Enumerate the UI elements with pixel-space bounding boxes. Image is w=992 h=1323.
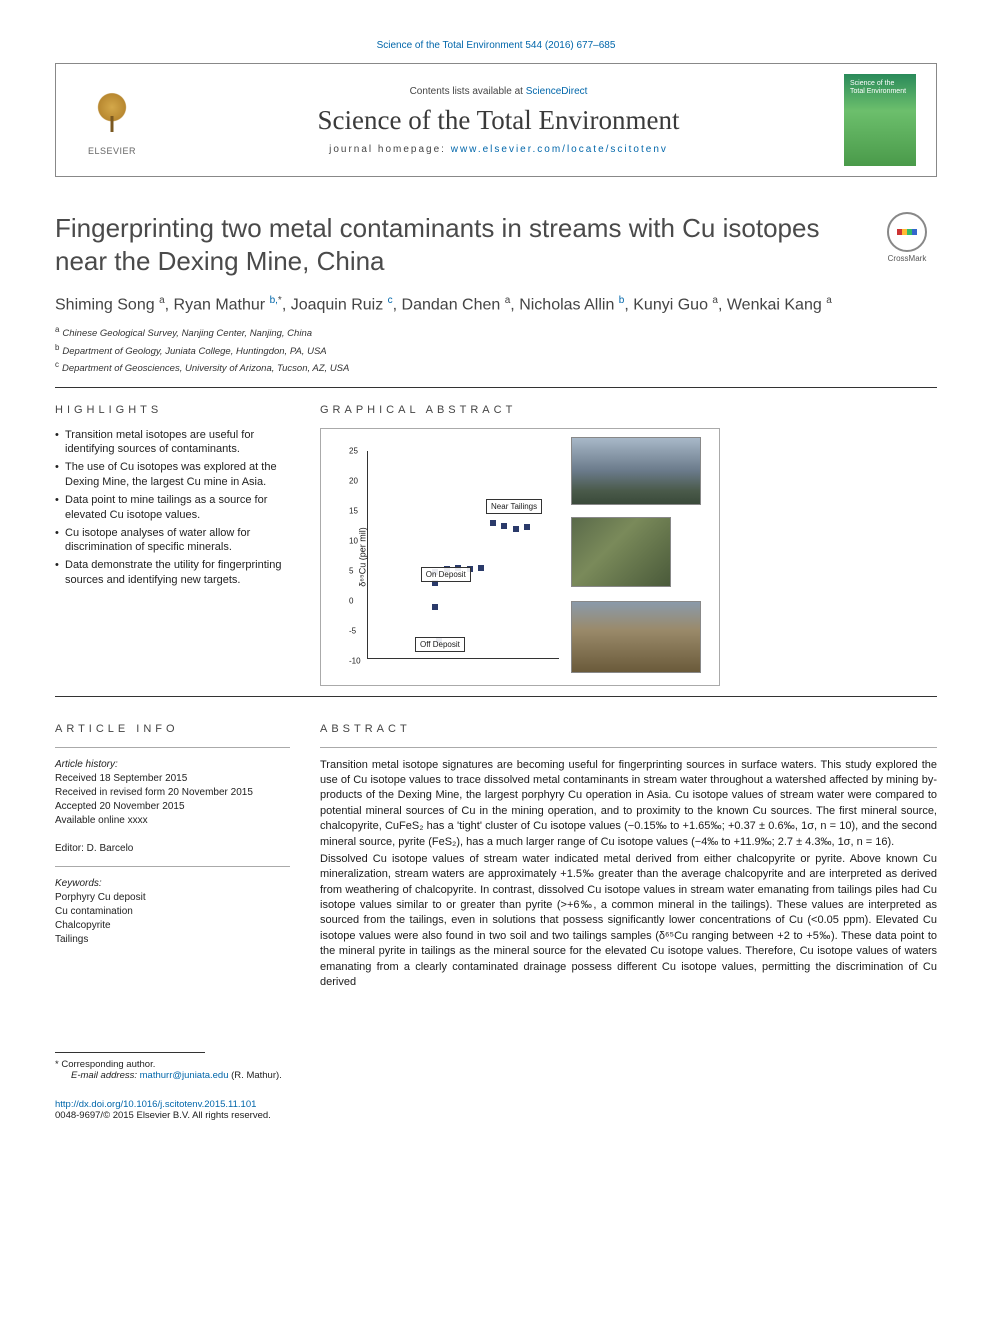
journal-homepage-link[interactable]: www.elsevier.com/locate/scitotenv [451,144,668,155]
online-date: Available online xxxx [55,814,290,828]
received-date: Received 18 September 2015 [55,772,290,786]
crossmark-label: CrossMark [877,254,937,263]
top-citation[interactable]: Science of the Total Environment 544 (20… [55,40,937,51]
contents-prefix: Contents lists available at [410,86,526,97]
graphical-abstract-heading: GRAPHICAL ABSTRACT [320,404,937,416]
article-title: Fingerprinting two metal contaminants in… [55,212,857,277]
doi-block: http://dx.doi.org/10.1016/j.scitotenv.20… [55,1099,937,1121]
publisher-name: ELSEVIER [88,146,136,156]
highlight-item: Data point to mine tailings as a source … [55,493,290,523]
history-label: Article history: [55,758,290,772]
revised-date: Received in revised form 20 November 201… [55,786,290,800]
highlight-item: The use of Cu isotopes was explored at t… [55,460,290,490]
abstract-heading: ABSTRACT [320,723,937,735]
editor-line: Editor: D. Barcelo [55,842,290,856]
journal-name: Science of the Total Environment [168,105,829,136]
email-suffix: (R. Mathur). [229,1070,282,1081]
crossmark-badge[interactable]: CrossMark [877,212,937,263]
journal-cover-thumbnail: Science of the Total Environment [844,74,916,166]
divider [55,696,937,697]
ga-ytick: 0 [349,596,353,605]
masthead: ELSEVIER Contents lists available at Sci… [55,63,937,177]
article-info-heading: ARTICLE INFO [55,723,290,735]
ga-y-label: δ⁶⁵Cu (per mil) [358,527,368,586]
ga-data-point [513,526,519,532]
cover-text: Science of the Total Environment [850,80,910,95]
info-divider [320,747,937,748]
ga-region-label: Near Tailings [486,499,542,514]
ga-data-point [501,523,507,529]
ga-data-point [478,565,484,571]
affiliation-line: cDepartment of Geosciences, University o… [55,359,937,376]
authors-line: Shiming Song a, Ryan Mathur b,*, Joaquin… [55,295,937,314]
ga-data-point [524,524,530,530]
publisher-logo: ELSEVIER [76,84,148,156]
ga-data-point [432,604,438,610]
ga-region-label: Off Deposit [415,637,465,652]
ga-region-label: On Deposit [421,567,471,582]
keyword-item: Cu contamination [55,905,290,919]
corresponding-email-link[interactable]: mathurr@juniata.edu [140,1070,229,1081]
keyword-item: Tailings [55,933,290,947]
keywords-label: Keywords: [55,877,290,891]
journal-homepage-line: journal homepage: www.elsevier.com/locat… [168,144,829,155]
contents-line: Contents lists available at ScienceDirec… [168,86,829,97]
article-history: Article history: Received 18 September 2… [55,758,290,856]
info-divider [55,866,290,867]
ga-x-axis [367,658,559,659]
highlight-item: Cu isotope analyses of water allow for d… [55,526,290,556]
abstract-text: Transition metal isotope signatures are … [320,758,937,991]
ga-photo-dam [571,437,701,505]
ga-ytick: 20 [349,476,358,485]
crossmark-icon [887,212,927,252]
keyword-item: Porphyry Cu deposit [55,891,290,905]
footer-divider [55,1052,205,1053]
ga-ytick: -10 [349,656,361,665]
email-label: E-mail address: [71,1070,140,1081]
highlight-item: Data demonstrate the utility for fingerp… [55,558,290,588]
sciencedirect-link[interactable]: ScienceDirect [526,86,588,97]
elsevier-tree-icon [83,84,141,142]
accepted-date: Accepted 20 November 2015 [55,800,290,814]
copyright-line: 0048-9697/© 2015 Elsevier B.V. All right… [55,1110,937,1121]
abstract-paragraph: Transition metal isotope signatures are … [320,758,937,850]
highlight-item: Transition metal isotopes are useful for… [55,428,290,458]
ga-ytick: 15 [349,506,358,515]
ga-chart: δ⁶⁵Cu (per mil) -10 -5 0 5 10 15 20 25 Near Tail… [339,441,559,673]
doi-link[interactable]: http://dx.doi.org/10.1016/j.scitotenv.20… [55,1099,256,1110]
ga-data-point [490,520,496,526]
ga-ytick: 5 [349,566,353,575]
masthead-center: Contents lists available at ScienceDirec… [168,86,829,155]
corresponding-author: * Corresponding author. [55,1059,937,1070]
keywords-block: Keywords: Porphyry Cu depositCu contamin… [55,877,290,947]
ga-ytick: 25 [349,446,358,455]
highlights-heading: HIGHLIGHTS [55,404,290,416]
ga-ytick: 10 [349,536,358,545]
ga-photo-forest [571,517,671,587]
keyword-item: Chalcopyrite [55,919,290,933]
abstract-paragraph: Dissolved Cu isotope values of stream wa… [320,852,937,991]
ga-photo-outcrop [571,601,701,673]
affiliations: aChinese Geological Survey, Nanjing Cent… [55,324,937,376]
divider [55,387,937,388]
graphical-abstract: δ⁶⁵Cu (per mil) -10 -5 0 5 10 15 20 25 Near Tail… [320,428,720,686]
ga-ytick: -5 [349,626,356,635]
footer: * Corresponding author. E-mail address: … [55,1052,937,1081]
highlights-list: Transition metal isotopes are useful for… [55,428,290,588]
homepage-prefix: journal homepage: [329,144,451,155]
affiliation-line: bDepartment of Geology, Juniata College,… [55,342,937,359]
affiliation-line: aChinese Geological Survey, Nanjing Cent… [55,324,937,341]
info-divider [55,747,290,748]
